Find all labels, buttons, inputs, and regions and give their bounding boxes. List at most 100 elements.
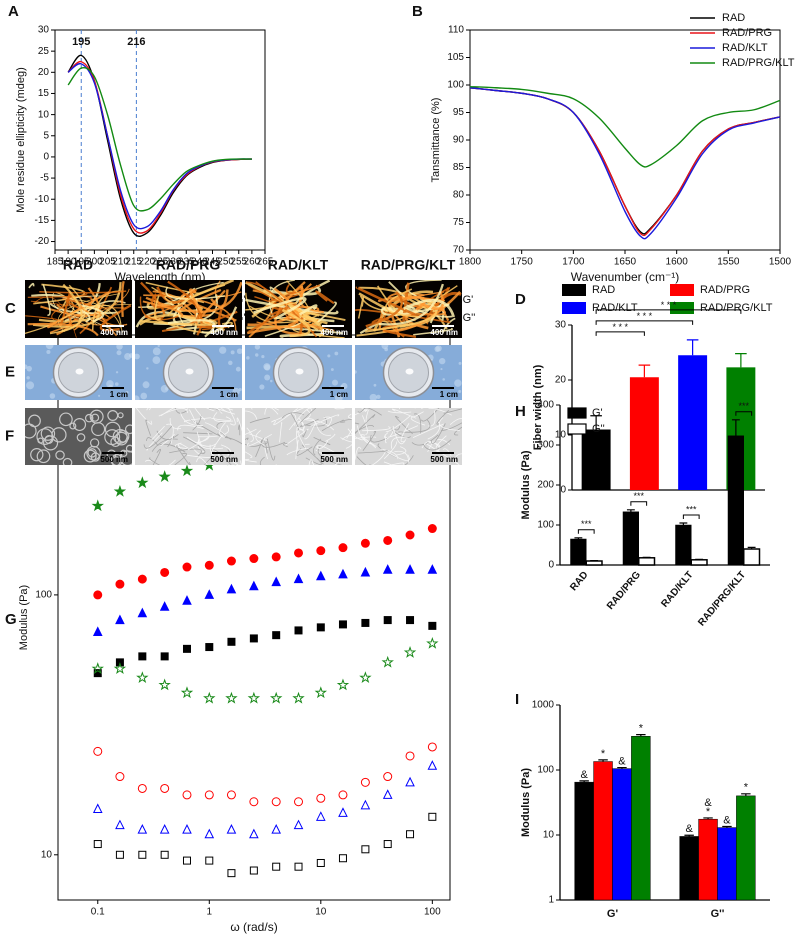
point [338, 807, 348, 817]
x-tick-label: 235 [178, 257, 195, 268]
fiber [183, 432, 213, 435]
significance-bracket [682, 514, 700, 519]
point [293, 819, 304, 830]
y-axis-title: Mole residue ellipticity (mdeg) [15, 67, 27, 213]
texture [235, 366, 241, 372]
fiber [380, 448, 399, 460]
fiber [383, 461, 393, 465]
fiber [334, 408, 345, 410]
x-tick-label: 230 [165, 257, 182, 268]
texture [440, 368, 443, 371]
point [383, 535, 393, 545]
fiber [198, 440, 224, 450]
fiber [146, 437, 159, 447]
fiber [304, 424, 315, 440]
point [316, 546, 326, 556]
fiber [442, 448, 452, 457]
fiber [314, 419, 332, 436]
pore [114, 431, 129, 446]
fiber [315, 440, 329, 449]
fiber [296, 427, 307, 450]
y-tick-label: 1000 [532, 700, 555, 711]
y-axis-title: Modulus (Pa) [520, 768, 532, 837]
series-line [67, 62, 252, 230]
fiber [201, 306, 238, 334]
fiber [248, 305, 318, 322]
annotation: * [639, 723, 644, 735]
texture [255, 353, 259, 357]
legend-label: RAD/KLT [592, 302, 638, 314]
y-tick-label: 105 [447, 52, 464, 63]
point [382, 789, 393, 799]
fiber [421, 441, 441, 449]
point [115, 614, 125, 625]
scale-bar-label: 1 cm [110, 390, 128, 399]
fiber [296, 446, 313, 456]
y-tick-label: 20 [555, 375, 567, 386]
fiber [279, 422, 283, 443]
fiber [413, 327, 454, 336]
texture [49, 393, 56, 399]
point [113, 662, 127, 674]
x-tick-label: 220 [139, 257, 156, 268]
y-tick-label: 100 [537, 765, 554, 776]
y-tick-label: 10 [555, 430, 567, 441]
point [383, 616, 392, 625]
point [159, 823, 170, 834]
y-tick-label: 100 [447, 80, 464, 91]
micrograph [135, 280, 242, 338]
fiber [135, 408, 153, 425]
bar [736, 795, 756, 901]
bar [717, 827, 737, 901]
point [136, 476, 149, 489]
error-bar [574, 537, 583, 539]
texture [458, 389, 462, 393]
bar [678, 355, 708, 490]
bar [612, 768, 632, 901]
x-tick-label: 1800 [459, 257, 482, 268]
point [115, 850, 124, 859]
legend-swatch [562, 284, 586, 296]
texture [116, 345, 123, 350]
fiber [25, 315, 60, 324]
x-tick-label: RAD/KLT [659, 570, 695, 610]
fiber [347, 413, 352, 419]
point [180, 686, 194, 699]
texture [116, 350, 122, 356]
fiber [266, 438, 276, 461]
point [316, 811, 326, 821]
point [160, 652, 169, 661]
legend-swatch [567, 423, 587, 435]
point [160, 850, 169, 859]
bar [679, 836, 699, 901]
scale-bar-label: 400 nm [430, 328, 458, 337]
point [247, 691, 261, 704]
x-tick-label: RAD/PRG [605, 569, 643, 612]
fiber [395, 415, 413, 435]
fiber [356, 456, 371, 465]
micrograph [135, 345, 242, 400]
fiber [61, 283, 83, 333]
series-line [67, 54, 252, 237]
significance-label: *** [581, 519, 592, 529]
fiber [355, 414, 376, 435]
fiber [449, 418, 462, 425]
x-axis-title: ω (rad/s) [230, 920, 277, 934]
bar [631, 736, 651, 901]
fiber [177, 443, 189, 449]
fiber [390, 436, 408, 449]
point [359, 671, 372, 684]
fiber [403, 298, 456, 318]
fiber [248, 433, 267, 441]
texture [230, 350, 235, 355]
panel-letter: D [515, 291, 526, 308]
texture [327, 354, 331, 358]
fiber [334, 459, 341, 465]
error-bar [579, 780, 589, 783]
fiber [398, 419, 431, 433]
fiber [299, 304, 318, 316]
fiber [51, 302, 72, 321]
micrograph [245, 345, 352, 400]
point [427, 524, 437, 534]
